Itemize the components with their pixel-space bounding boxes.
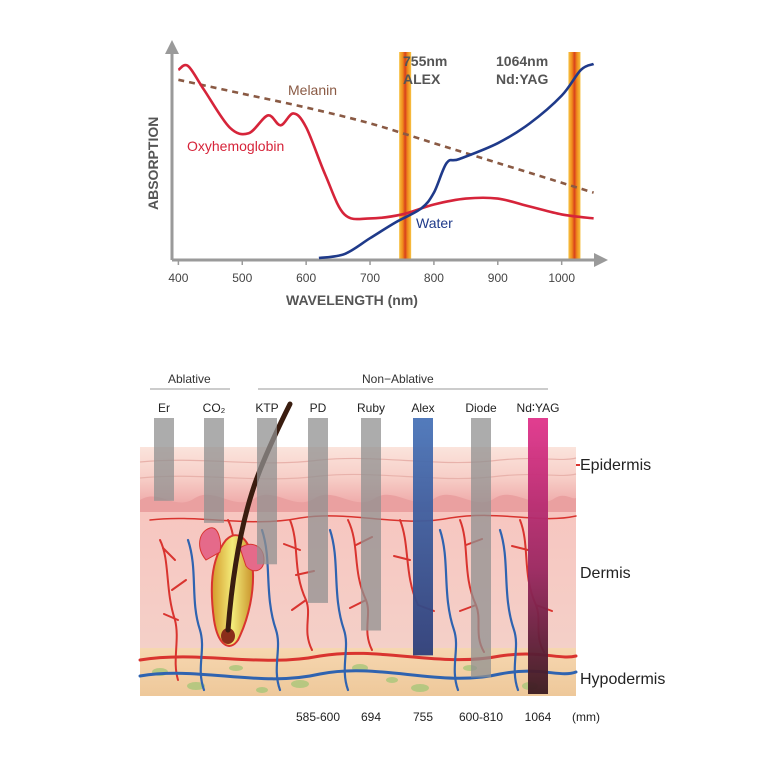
series-label-oxyhemoglobin: Oxyhemoglobin <box>187 138 284 154</box>
series-line-water <box>318 62 595 260</box>
laser-wavelength-label: 694 <box>361 710 381 724</box>
laser-bar-6 <box>471 418 491 678</box>
laser-wavelength-label: 585-600 <box>296 710 340 724</box>
laser-bar-7 <box>528 418 548 694</box>
laser-band-0 <box>399 52 412 260</box>
laser-bar-5 <box>413 418 433 656</box>
laser-bar-2 <box>257 418 277 565</box>
hypodermis-label: Hypodermis <box>580 671 665 688</box>
group-label-non-ablative: Non−Ablative <box>362 372 434 386</box>
hair-follicle <box>199 401 293 647</box>
laser-bar-0 <box>154 418 174 501</box>
x-tick-label: 600 <box>296 271 316 285</box>
laser-bar-4 <box>361 418 381 631</box>
laser-bar-3 <box>308 418 328 603</box>
laser-name-label: Diode <box>465 401 497 415</box>
laser-wavelength-labels: 585-600 694 755 600-810 1064 <box>296 710 552 724</box>
x-tick-label: 500 <box>232 271 252 285</box>
y-axis-arrow <box>165 40 179 54</box>
x-tick-label: 400 <box>168 271 188 285</box>
laser-name-label: Ruby <box>357 401 385 415</box>
x-tick-label: 900 <box>488 271 508 285</box>
laser-name-label: CO₂ <box>203 401 226 415</box>
x-axis-arrow <box>594 253 608 267</box>
laser-label-1064-name: Nd:YAG <box>496 71 548 87</box>
x-axis-label: WAVELENGTH (nm) <box>286 292 418 308</box>
series-line-oxyhemoglobin <box>177 63 594 221</box>
x-tick-label: 800 <box>424 271 444 285</box>
laser-bar-1 <box>204 418 224 523</box>
laser-label-755-name: ALEX <box>403 71 441 87</box>
laser-wavelength-label: 600-810 <box>459 710 503 724</box>
laser-bands <box>399 52 581 260</box>
laser-name-labels: Er CO₂ KTP PD Ruby Alex Diode Nd∶YAG <box>158 401 559 415</box>
laser-name-label: Alex <box>411 401 434 415</box>
laser-name-label: Er <box>158 401 170 415</box>
x-tick-label: 1000 <box>548 271 575 285</box>
wavelength-unit-label: (mm) <box>572 710 600 724</box>
laser-label-1064-nm: 1064nm <box>496 53 548 69</box>
laser-name-label: Nd∶YAG <box>517 401 560 415</box>
laser-band-1 <box>568 52 581 260</box>
series-label-water: Water <box>416 215 453 231</box>
laser-name-label: PD <box>310 401 327 415</box>
laser-bars <box>154 418 548 694</box>
x-ticks: 400 500 600 700 800 900 1000 <box>168 260 575 285</box>
dermis-label: Dermis <box>580 565 631 582</box>
laser-label-755-nm: 755nm <box>403 53 447 69</box>
series-label-melanin: Melanin <box>288 82 337 98</box>
epidermis-label: Epidermis <box>580 457 651 474</box>
group-label-ablative: Ablative <box>168 372 211 386</box>
laser-name-label: KTP <box>255 401 278 415</box>
absorption-chart: 400 500 600 700 800 900 1000 ABSORPTION WAVELE… <box>145 40 608 308</box>
x-tick-label: 700 <box>360 271 380 285</box>
series-layer <box>177 62 595 260</box>
y-axis-label: ABSORPTION <box>145 117 161 210</box>
laser-wavelength-label: 1064 <box>525 710 552 724</box>
series-line-melanin <box>178 78 594 194</box>
laser-wavelength-label: 755 <box>413 710 433 724</box>
